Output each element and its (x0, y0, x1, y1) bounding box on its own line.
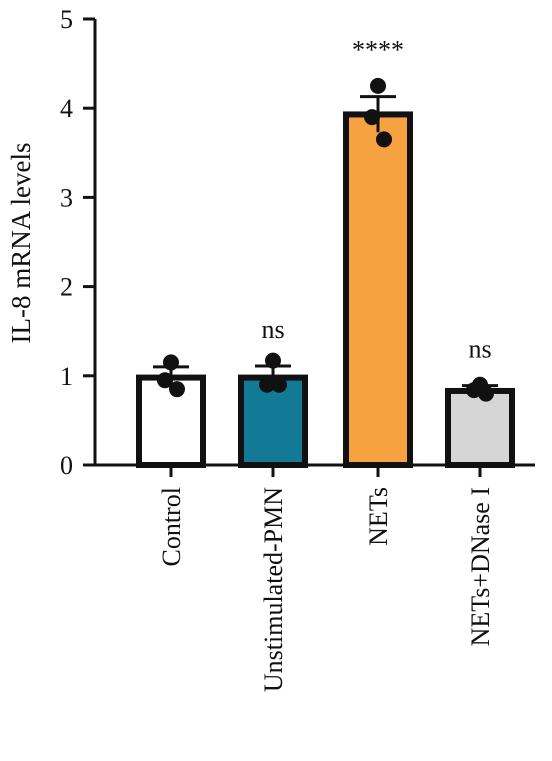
y-tick-label: 1 (60, 362, 73, 391)
data-point (370, 77, 386, 94)
y-tick-label: 3 (60, 183, 73, 212)
data-point (478, 385, 494, 402)
data-point (259, 376, 275, 393)
x-category-label: Control (157, 487, 186, 566)
bar (343, 111, 413, 468)
data-points (157, 77, 494, 402)
data-point (271, 376, 287, 393)
data-point (364, 109, 380, 126)
bar (445, 387, 515, 468)
bars (136, 111, 515, 469)
data-point (163, 354, 179, 371)
data-point (157, 372, 173, 389)
y-tick-label: 5 (60, 5, 73, 34)
x-category-label: Unstimulated-PMN (259, 487, 288, 692)
significance-labels: ns **** ns (261, 36, 491, 364)
significance-label: ns (261, 315, 284, 344)
bar (238, 374, 308, 469)
y-axis-title: IL-8 mRNA levels (6, 143, 36, 344)
y-tick-label: 0 (60, 451, 73, 480)
y-tick-label: 2 (60, 273, 73, 302)
y-axis: 0 1 2 3 4 5 (60, 5, 97, 480)
significance-label: ns (468, 335, 491, 364)
data-point (169, 381, 185, 398)
x-axis: Control Unstimulated-PMN NETs NETs+DNase I (93, 463, 535, 692)
y-tick-label: 4 (60, 94, 73, 123)
error-bars (153, 95, 498, 397)
data-point (466, 382, 482, 399)
x-category-label: NETs (364, 487, 393, 546)
data-point (376, 131, 392, 148)
data-point (265, 352, 281, 369)
x-category-label: NETs+DNase I (466, 487, 495, 646)
significance-label: **** (352, 36, 404, 65)
